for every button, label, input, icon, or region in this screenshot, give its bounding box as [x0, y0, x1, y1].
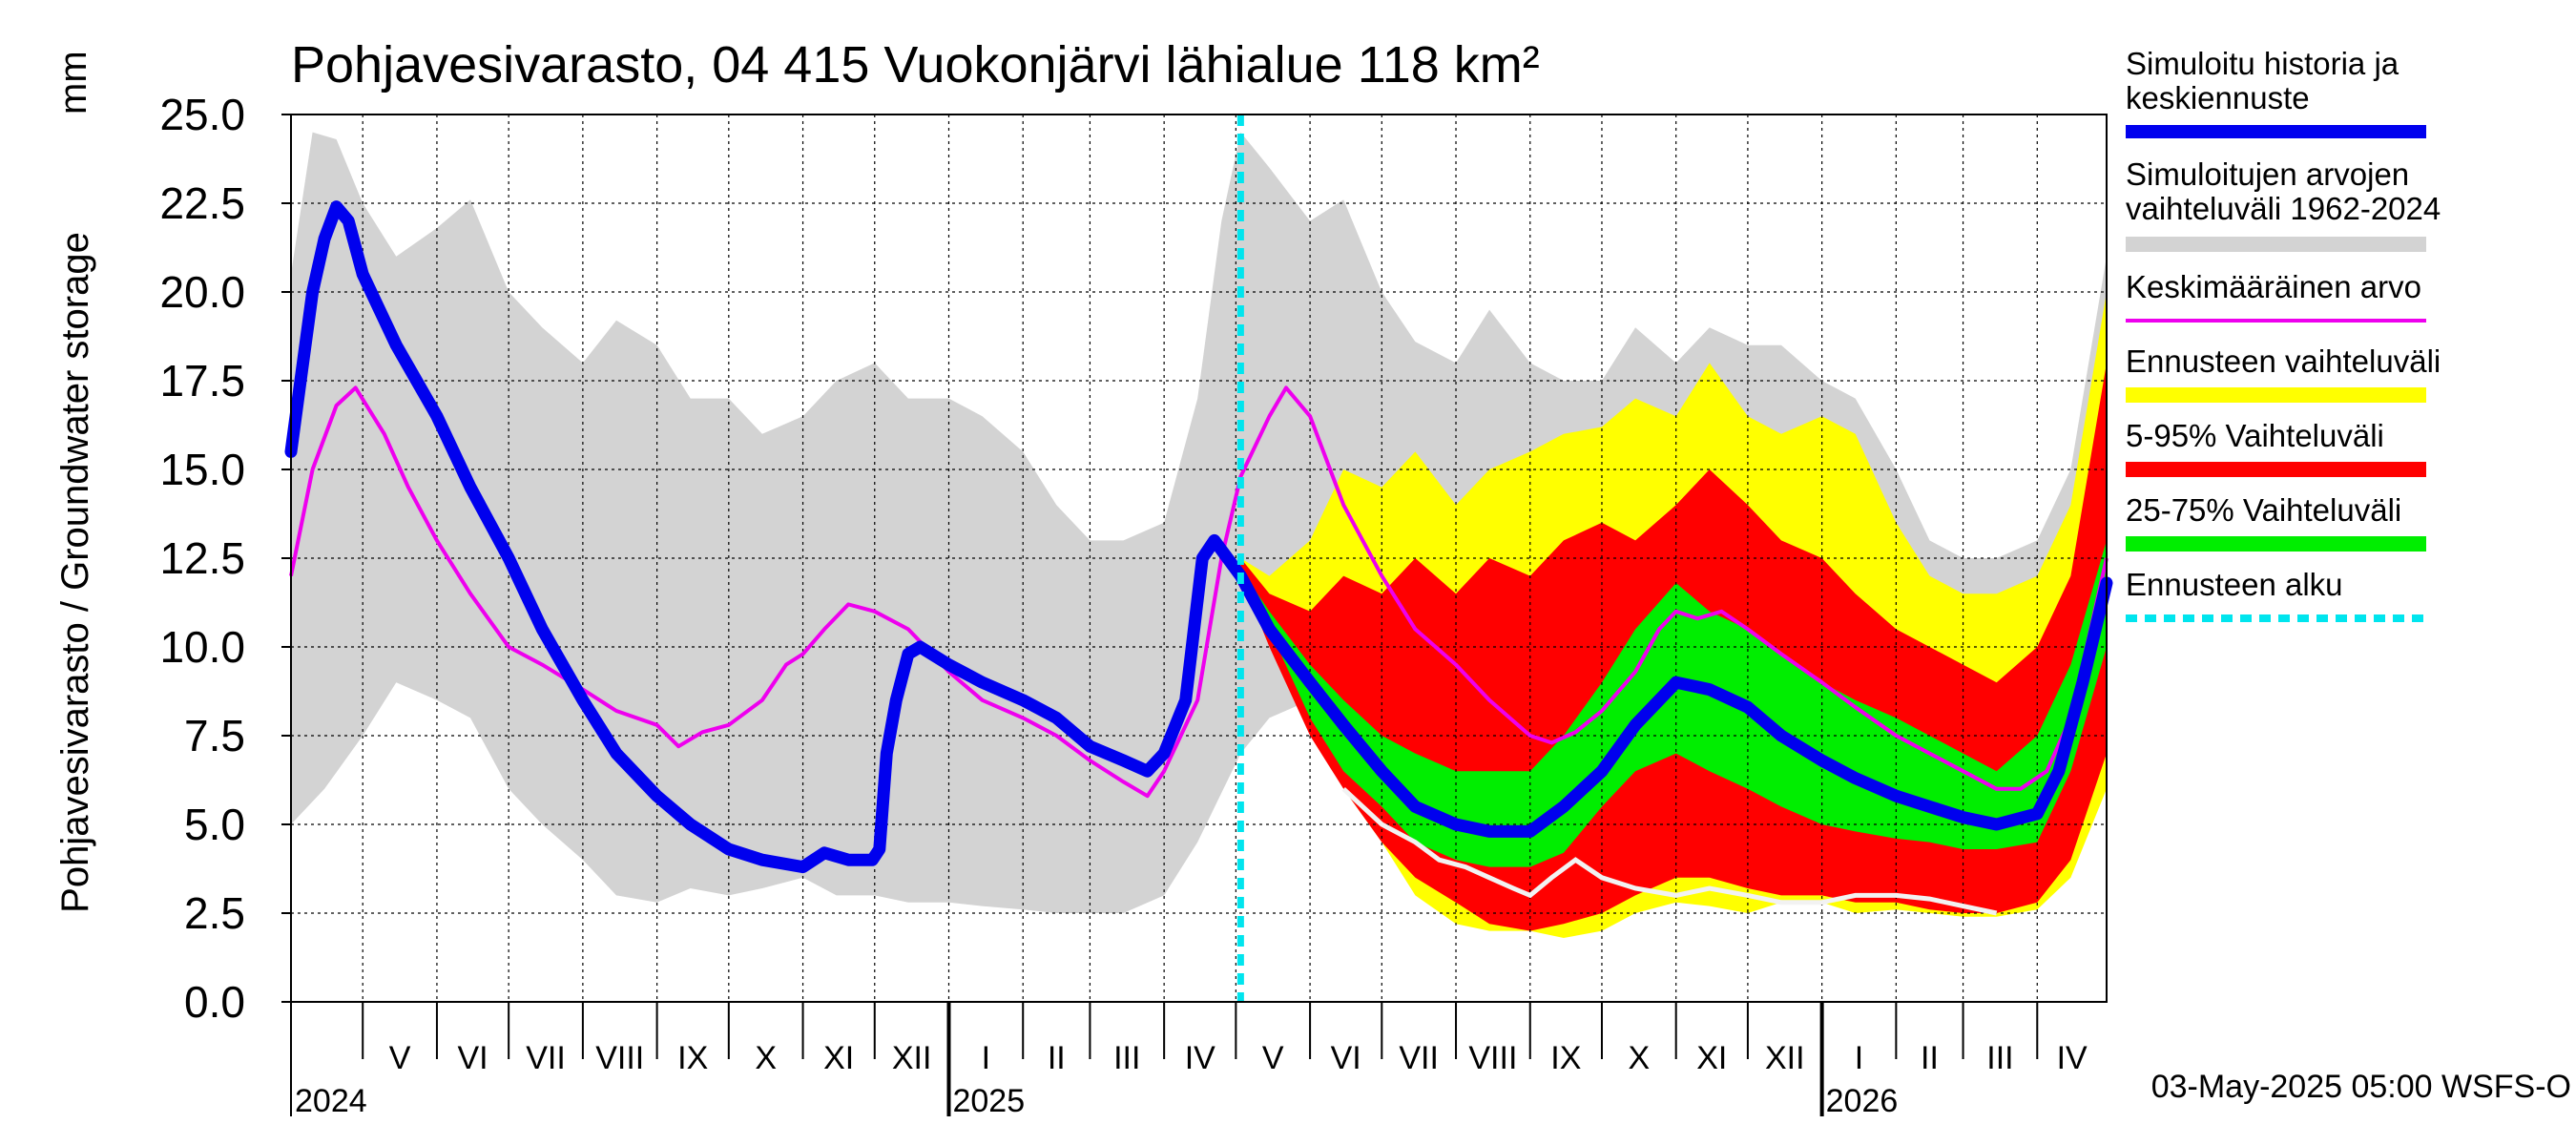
simulated-line: [284, 200, 2113, 874]
y-axis-unit: mm: [52, 51, 94, 114]
legend-label: Simuloitu historia ja: [2126, 46, 2399, 81]
x-month-label: V: [389, 1040, 411, 1076]
x-month-label: XI: [823, 1040, 854, 1076]
y-tick-label: 0.0: [184, 977, 245, 1027]
x-month-label: II: [1048, 1040, 1066, 1076]
x-axis: V VI VII VIII IX X XI XII I II III IV V VI VII VIII IX X X…: [290, 1002, 2088, 1119]
p25-75-band: [1240, 540, 2107, 867]
x-year-label: 2024: [295, 1083, 367, 1119]
y-tick-label: 10.0: [159, 622, 245, 672]
y-tick-label: 20.0: [159, 267, 245, 317]
x-month-label: VIII: [595, 1040, 644, 1076]
legend-label: Keskimääräinen arvo: [2126, 269, 2421, 304]
x-month-label: VIII: [1468, 1040, 1517, 1076]
y-tick-label: 15.0: [159, 445, 245, 494]
y-tick-label: 2.5: [184, 888, 245, 938]
reference-line: [1341, 786, 1998, 916]
y-tick-label: 22.5: [159, 178, 245, 228]
y-tick-label: 12.5: [159, 533, 245, 583]
legend-label: keskiennuste: [2126, 80, 2310, 115]
x-month-label: IV: [1185, 1040, 1215, 1076]
y-tick-label: 17.5: [159, 356, 245, 406]
footer-timestamp: 03-May-2025 05:00 WSFS-O: [2151, 1069, 2571, 1105]
x-month-label: III: [1113, 1040, 1140, 1076]
x-month-label: IV: [2057, 1040, 2088, 1076]
legend-label: vaihteluväli 1962-2024: [2126, 191, 2441, 226]
x-year-label: 2026: [1826, 1083, 1899, 1119]
plot-area: [284, 114, 2113, 1003]
x-month-label: VI: [1331, 1040, 1361, 1076]
legend-label: Ennusteen vaihteluväli: [2126, 344, 2441, 379]
mean-line: [289, 385, 2109, 799]
x-month-label: I: [982, 1040, 990, 1076]
y-tick-label: 7.5: [184, 711, 245, 760]
y-tick-label: 5.0: [184, 800, 245, 849]
x-month-label: IX: [677, 1040, 708, 1076]
x-month-label: XI: [1696, 1040, 1727, 1076]
x-month-label: X: [755, 1040, 777, 1076]
x-month-label: XII: [1765, 1040, 1805, 1076]
x-month-label: I: [1855, 1040, 1863, 1076]
y-axis-label: Pohjavesivarasto / Groundwater storage: [54, 232, 96, 913]
x-month-label: V: [1262, 1040, 1284, 1076]
x-year-label: 2025: [952, 1083, 1025, 1119]
x-month-label: IX: [1550, 1040, 1581, 1076]
y-tick-label: 25.0: [159, 90, 245, 139]
x-month-label: VII: [1399, 1040, 1439, 1076]
legend-label: 5-95% Vaihteluväli: [2126, 418, 2384, 453]
chart-title: Pohjavesivarasto, 04 415 Vuokonjärvi läh…: [291, 36, 1540, 94]
legend-label: Ennusteen alku: [2126, 567, 2343, 602]
y-axis-ticks: 0.0 2.5 5.0 7.5 10.0 12.5 15.0 17.5 20.0 22.5 25.0: [159, 90, 291, 1027]
x-month-label: VII: [526, 1040, 566, 1076]
x-month-label: XII: [892, 1040, 932, 1076]
x-month-label: X: [1628, 1040, 1650, 1076]
legend-label: 25-75% Vaihteluväli: [2126, 492, 2401, 528]
x-month-label: III: [1986, 1040, 2013, 1076]
x-month-label: VI: [457, 1040, 488, 1076]
x-month-label: II: [1921, 1040, 1939, 1076]
legend-label: Simuloitujen arvojen: [2126, 156, 2409, 192]
